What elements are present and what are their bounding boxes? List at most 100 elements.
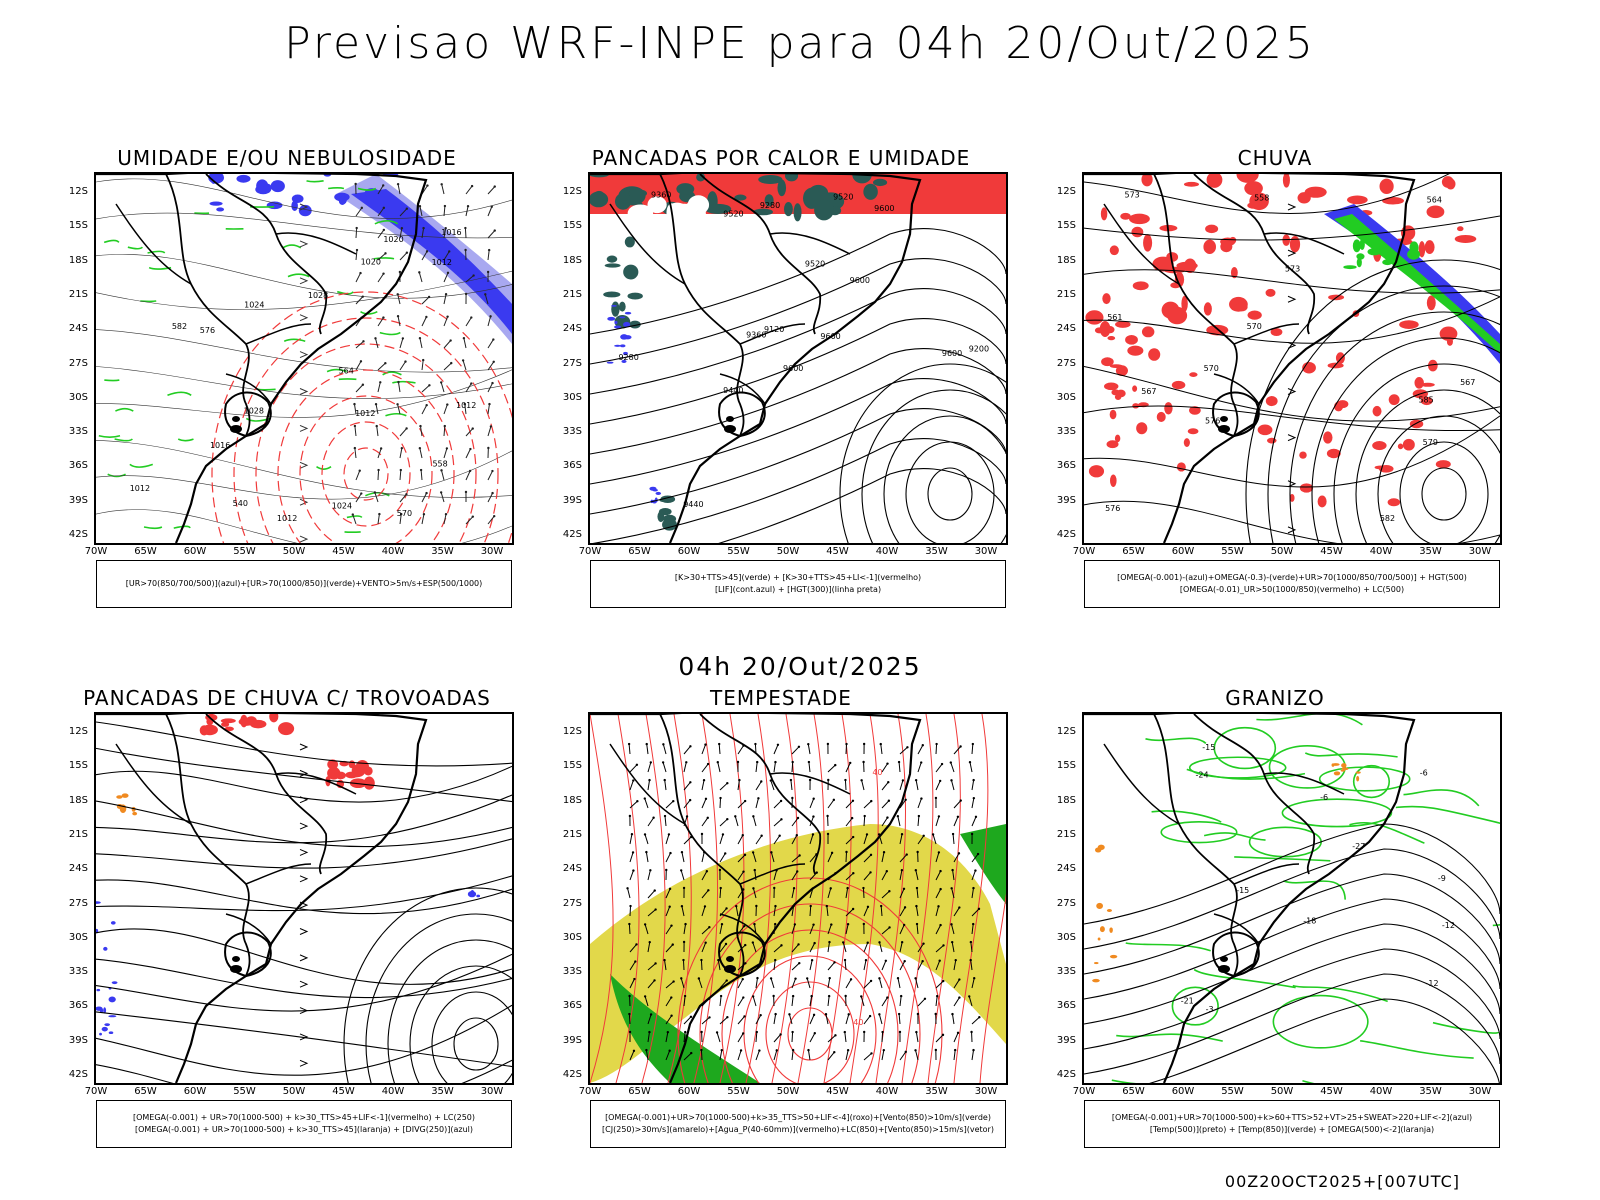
y-tick-label: 42S: [1056, 1069, 1076, 1080]
panel-chuva: CHUVA 12S 15S 18S 21S 24S 27S 30S 33S 36S 39S 42S 70…: [1040, 146, 1510, 626]
map-pancadas-calor: 9600 9600 9600 9600 9600 9520 9520 9440 9360 9280…: [588, 172, 1008, 545]
y-tick-label: 12S: [68, 186, 88, 197]
contour-label: 9280: [618, 353, 638, 362]
contour-label: 9520: [805, 259, 825, 268]
y-tick-label: 39S: [68, 1034, 88, 1046]
contour-label: 9600: [874, 204, 894, 213]
y-tick-label: 30S: [562, 391, 582, 403]
x-tick-label: 35W: [1419, 546, 1442, 557]
x-tick-label: 70W: [84, 1086, 108, 1097]
x-tick-label: 60W: [1171, 546, 1195, 557]
contour-label: 561: [1107, 313, 1122, 322]
panel-title: PANCADAS DE CHUVA C/ TROVOADAS: [83, 686, 491, 710]
x-tick-label: 55W: [727, 1086, 750, 1097]
contour-label: 564: [1427, 195, 1442, 204]
panel-umidade: UMIDADE E/OU NEBULOSIDADE 12S 15S 18S 21S 24S…: [52, 146, 522, 626]
x-tick-label: 40W: [1369, 546, 1393, 557]
y-tick-label: 18S: [68, 254, 88, 266]
y-tick-label: 36S: [68, 460, 88, 472]
y-tick-label: 21S: [1056, 288, 1076, 300]
x-tick-label: 40W: [875, 546, 899, 557]
x-tick-label: 40W: [1369, 1086, 1393, 1097]
map-canvas: 40 40: [590, 714, 1006, 1083]
contour-label: 9520: [723, 209, 743, 218]
x-tick-label: 65W: [134, 546, 157, 557]
y-tick-label: 24S: [562, 863, 582, 875]
x-tick-label: 30W: [974, 546, 998, 557]
y-tick-label: 42S: [68, 529, 88, 540]
map-canvas: 1012 1012 1012 1016 1016 1020 1020 1024 1024 1028…: [96, 174, 512, 543]
contour-label: 1024: [332, 502, 352, 511]
y-tick-label: 12S: [1056, 726, 1076, 737]
y-tick-label: 42S: [562, 1069, 582, 1080]
legend-line: [LIF](cont.azul) + [HGT(300)](linha pret…: [714, 585, 882, 594]
legend-line: [Temp(500)](preto) + [Temp(850)](verde) …: [1149, 1125, 1435, 1134]
legend-line: [OMEGA(-0.001) + UR>70(1000-500) + k>30_…: [132, 1113, 476, 1122]
x-tick-label: 40W: [875, 1086, 899, 1097]
contour-label: -9: [1438, 874, 1446, 883]
page-title: Previsao WRF-INPE para 04h 20/Out/2025: [284, 18, 1316, 69]
y-tick-label: 33S: [68, 966, 88, 978]
y-tick-label: 27S: [562, 357, 582, 369]
panel-title: PANCADAS POR CALOR E UMIDADE: [591, 146, 971, 170]
contour-label: 570: [397, 509, 412, 518]
y-tick-label: 18S: [1056, 254, 1076, 266]
map-canvas: -15 -12 -18 -21 -24 -27 -12 -15 -9 -6 -3 -6: [1084, 714, 1500, 1083]
contour-label: -15: [1236, 886, 1249, 895]
contour-label: 567: [1460, 378, 1475, 387]
contour-label: 540: [233, 499, 248, 508]
contour-label: 579: [1423, 438, 1438, 447]
contour-label: 40: [872, 768, 882, 777]
y-tick-label: 33S: [562, 966, 582, 978]
x-tick-label: 50W: [1270, 546, 1294, 557]
legend-line: [UR>70(850/700/500)](azul)+[UR>70(1000/8…: [125, 579, 483, 588]
y-tick-label: 42S: [68, 1069, 88, 1080]
contour-label: 585: [1418, 395, 1433, 404]
y-tick-label: 24S: [68, 323, 88, 335]
y-tick-label: 30S: [1056, 931, 1076, 943]
panel-pancadas-calor: PANCADAS POR CALOR E UMIDADE 12S 15S 18S 21S…: [546, 146, 1016, 626]
x-tick-label: 45W: [332, 1086, 355, 1097]
contour-label: 1012: [456, 401, 476, 410]
contour-label: -27: [1352, 842, 1365, 851]
x-tick-label: 65W: [628, 1086, 651, 1097]
contour-label: 9200: [969, 345, 989, 354]
contour-label: -24: [1196, 771, 1209, 780]
x-tick-label: 30W: [480, 1086, 504, 1097]
contour-label: 9440: [683, 500, 703, 509]
contour-label: 567: [1141, 387, 1156, 396]
y-tick-label: 21S: [68, 828, 88, 840]
x-tick-label: 45W: [332, 546, 355, 557]
x-tick-label: 45W: [826, 1086, 849, 1097]
x-tick-label: 45W: [1320, 546, 1343, 557]
y-tick-label: 15S: [1056, 220, 1076, 232]
contour-label: 1012: [355, 409, 375, 418]
x-tick-label: 30W: [974, 1086, 998, 1097]
legend-line: [K>30+TTS>45](verde) + [K>30+TTS>45+LI<-…: [674, 573, 922, 582]
x-tick-label: 60W: [1171, 1086, 1195, 1097]
y-tick-label: 21S: [562, 288, 582, 300]
x-tick-label: 35W: [431, 546, 454, 557]
y-tick-label: 33S: [68, 426, 88, 438]
contour-label: 576: [1105, 504, 1120, 513]
map-tempestade: 40 40: [588, 712, 1008, 1085]
map-canvas: 582 579 576 573 570 567 564 561 558 576 573 570 567 5…: [1084, 174, 1500, 543]
y-tick-label: 12S: [562, 186, 582, 197]
x-tick-label: 50W: [282, 546, 306, 557]
contour-label: 40: [853, 1018, 863, 1027]
contour-label: 558: [432, 459, 447, 468]
panel-legend: [OMEGA(-0.001)+UR>70(1000-500)+k>35_TTS>…: [590, 1100, 1006, 1148]
map-umidade: 1012 1012 1012 1016 1016 1020 1020 1024 1024 1028…: [94, 172, 514, 545]
contour-label: -21: [1181, 997, 1194, 1006]
y-tick-label: 30S: [562, 931, 582, 943]
y-tick-label: 18S: [68, 794, 88, 806]
y-tick-label: 30S: [1056, 391, 1076, 403]
panel-legend: [K>30+TTS>45](verde) + [K>30+TTS>45+LI<-…: [590, 560, 1006, 608]
contour-label: 1016: [441, 228, 461, 237]
contour-label: 1028: [308, 291, 328, 300]
y-tick-label: 27S: [562, 897, 582, 909]
y-tick-label: 36S: [1056, 1000, 1076, 1012]
contour-label: 573: [1285, 265, 1300, 274]
legend-line: [OMEGA(-0.001)-(azul)+OMEGA(-0.3)-(verde…: [1117, 573, 1467, 582]
contour-label: -12: [1425, 979, 1438, 988]
